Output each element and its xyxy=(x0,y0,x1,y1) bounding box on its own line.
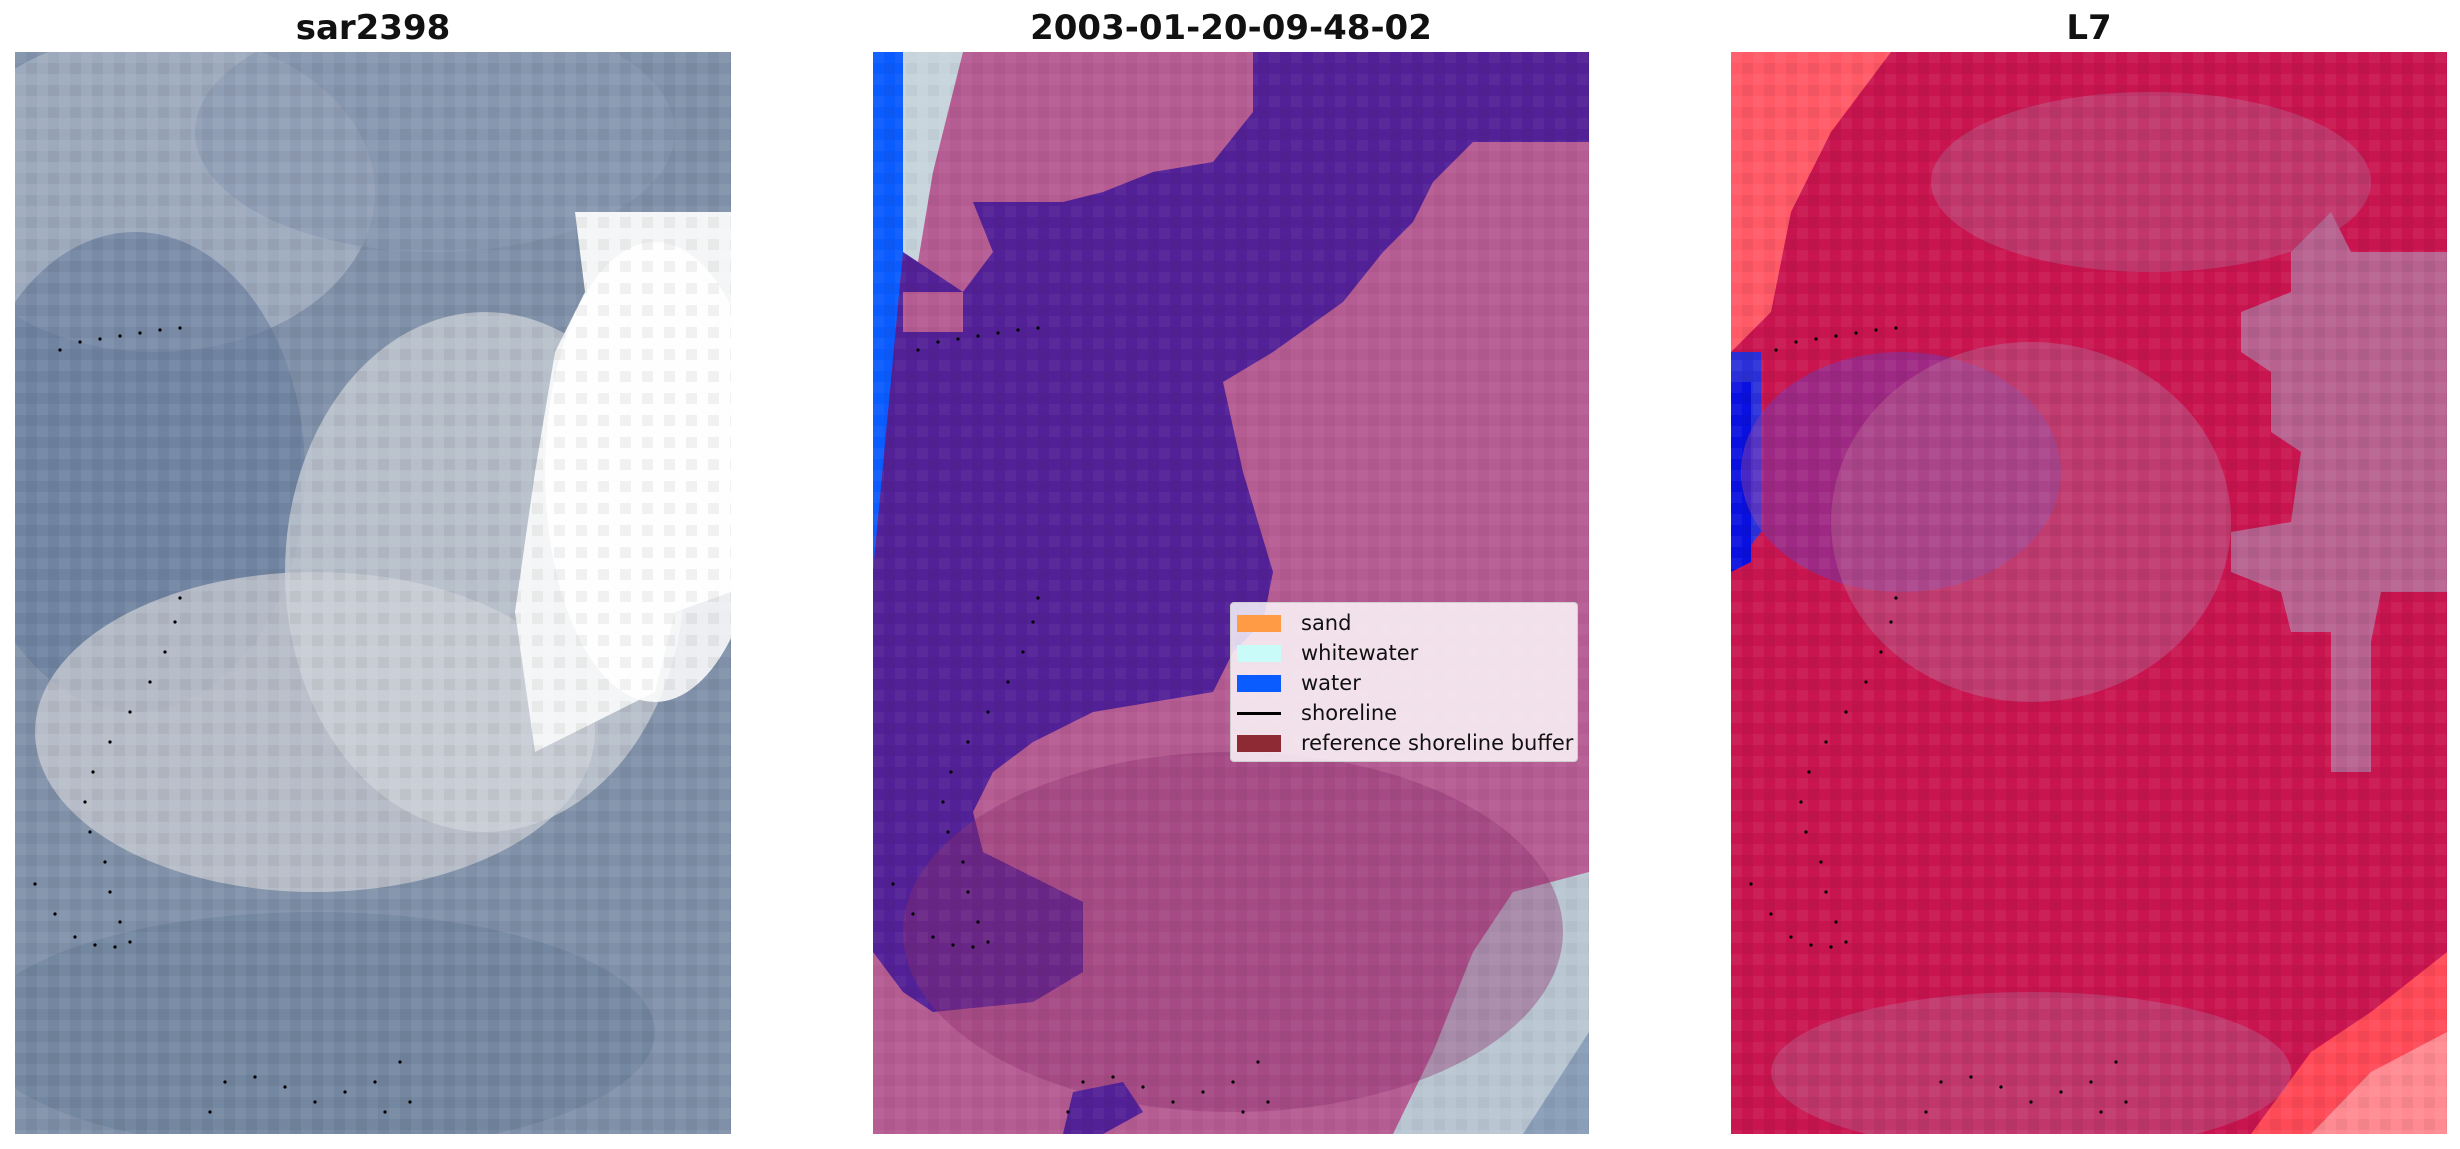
index-image xyxy=(1731,52,2447,1134)
legend-label: sand xyxy=(1301,611,1352,635)
classification-image xyxy=(873,52,1589,1134)
legend-label: shoreline xyxy=(1301,701,1398,725)
panel-title-classification: 2003-01-20-09-48-02 xyxy=(1030,8,1432,48)
legend: sand whitewater water shoreline referenc… xyxy=(1230,602,1578,762)
legend-label: water xyxy=(1301,671,1361,695)
rgb-image xyxy=(15,52,731,1134)
shoreline-line-swatch xyxy=(1237,712,1281,715)
shoreline-points xyxy=(891,326,1270,1114)
legend-label: reference shoreline buffer xyxy=(1301,731,1574,755)
shoreline-points xyxy=(33,326,412,1114)
legend-label: whitewater xyxy=(1301,641,1419,665)
shoreline-points xyxy=(1749,326,2128,1114)
classification-panel xyxy=(873,52,1589,1134)
buffer-swatch xyxy=(1237,735,1281,752)
water-swatch xyxy=(1237,675,1281,692)
sand-swatch xyxy=(1237,615,1281,632)
whitewater-swatch xyxy=(1237,645,1281,662)
panel-title-index: L7 xyxy=(2066,8,2112,48)
index-image-panel xyxy=(1731,52,2447,1134)
panel-title-rgb: sar2398 xyxy=(295,8,451,48)
rgb-image-panel xyxy=(15,52,731,1134)
